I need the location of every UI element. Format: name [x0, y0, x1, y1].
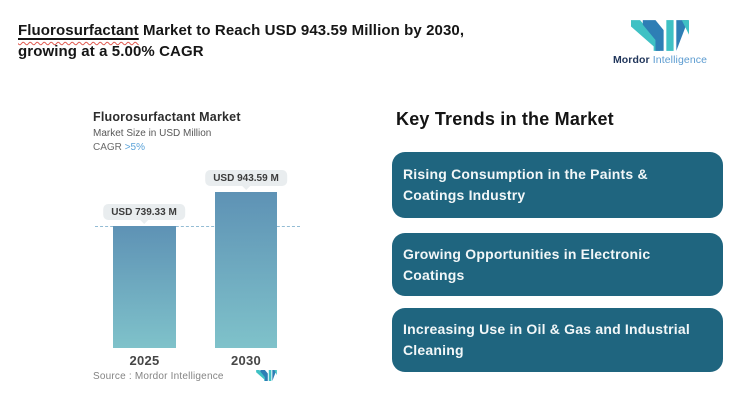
chart-cagr: CAGR >5% [93, 142, 145, 153]
trends-heading: Key Trends in the Market [396, 109, 614, 129]
cagr-value: >5% [124, 142, 145, 153]
brand-logo: Mordor Intelligence [608, 20, 712, 66]
bar-2025 [113, 226, 176, 348]
page-title: Fluorosurfactant Market to Reach USD 943… [18, 20, 498, 62]
trend-card-paints-coatings: Rising Consumption in the Paints & Coati… [392, 152, 723, 218]
page-title-rest: Market to Reach USD 943.59 Million by 20… [18, 22, 465, 60]
page-title-underlined-word: Fluorosurfactant [18, 22, 139, 39]
chart-subtitle: Market Size in USD Million [93, 128, 212, 139]
trend-card-oil-gas-cleaning: Increasing Use in Oil & Gas and Industri… [392, 308, 723, 372]
trend-card-electronic-coatings: Growing Opportunities in Electronic Coat… [392, 233, 723, 296]
axis-label-2030: 2030 [230, 353, 262, 368]
chart-header: Fluorosurfactant Market Market Size in U… [93, 110, 241, 153]
value-label-2030: USD 943.59 M [205, 170, 287, 186]
chart-source: Source : Mordor Intelligence [93, 371, 224, 382]
mordor-intelligence-mark-icon [631, 20, 689, 51]
bar-2030 [215, 192, 277, 348]
chart-title: Fluorosurfactant Market [93, 110, 241, 124]
value-label-2025: USD 739.33 M [103, 204, 185, 220]
source-brand-mark-icon [256, 368, 277, 386]
reference-dashed-line [95, 226, 300, 227]
axis-label-2025: 2025 [129, 353, 160, 368]
bar-chart: USD 739.33 M USD 943.59 M 2025 2030 [90, 170, 340, 368]
brand-wordmark: Mordor Intelligence [612, 54, 708, 66]
